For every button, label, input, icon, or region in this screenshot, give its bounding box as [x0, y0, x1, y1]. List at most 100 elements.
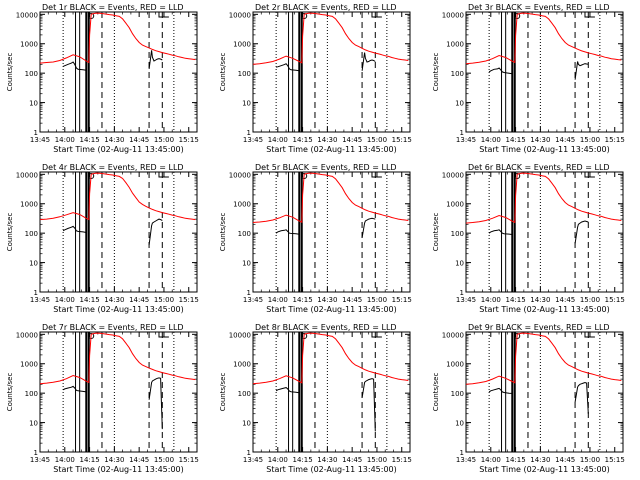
x-tick-label: 13:45	[243, 456, 263, 464]
x-tick-label: 14:45	[129, 136, 149, 144]
x-tick-label: 15:15	[605, 136, 625, 144]
plot-frame	[465, 171, 624, 293]
y-tick-label: 1000	[20, 361, 38, 369]
panel-det-7: Det 7r BLACK = Events, RED = LLD 1 10 100 10…	[6, 323, 199, 474]
x-tick-label: 15:15	[392, 296, 412, 304]
x-tick-label: 14:45	[342, 136, 362, 144]
panel-title: Det 3r BLACK = Events, RED = LLD	[468, 3, 610, 12]
x-tick-label: 15:15	[179, 296, 199, 304]
y-axis-label: Counts/sec	[219, 53, 227, 92]
y-tick-label: 1000	[233, 201, 251, 209]
series-lld-line	[465, 12, 622, 65]
x-tick-label: 13:45	[30, 456, 50, 464]
x-tick-label: 13:45	[243, 136, 263, 144]
y-tick-label: 1	[460, 129, 464, 137]
x-tick-label: 14:45	[342, 296, 362, 304]
y-tick-label: 10000	[229, 171, 251, 179]
y-tick-label: 10000	[229, 11, 251, 19]
y-tick-label: 10	[29, 100, 38, 108]
plot-frame	[39, 11, 198, 133]
y-tick-label: 100	[451, 70, 464, 78]
series-events-line	[275, 63, 300, 72]
y-tick-label: 1	[460, 289, 464, 297]
x-axis-label: Start Time (02-Aug-11 13:45:00)	[479, 465, 610, 474]
y-tick-label: 1	[247, 289, 251, 297]
y-tick-label: 10	[29, 420, 38, 428]
x-tick-label: 14:30	[530, 136, 550, 144]
series-events-line	[148, 50, 163, 69]
y-tick-label: 1	[34, 129, 38, 137]
panel-det-8: Det 8r BLACK = Events, RED = LLD 1 10 100 10…	[219, 323, 412, 474]
y-tick-label: 100	[238, 390, 251, 398]
panel-det-6: Det 6r BLACK = Events, RED = LLD 1 10 100 10…	[432, 163, 625, 314]
y-tick-label: 10000	[229, 331, 251, 339]
plot-frame	[252, 11, 411, 133]
series-events-line	[574, 220, 589, 244]
top-marker-step	[158, 12, 169, 18]
x-axis-label: Start Time (02-Aug-11 13:45:00)	[479, 305, 610, 314]
top-marker-step	[584, 332, 595, 338]
y-tick-label: 100	[25, 390, 38, 398]
x-tick-label: 15:15	[179, 456, 199, 464]
y-axis-label: Counts/sec	[6, 213, 14, 252]
y-tick-label: 10	[455, 100, 464, 108]
top-marker-step	[584, 172, 595, 178]
panel-title: Det 2r BLACK = Events, RED = LLD	[255, 3, 397, 12]
y-axis-label: Counts/sec	[432, 213, 440, 252]
x-axis-label: Start Time (02-Aug-11 13:45:00)	[266, 465, 397, 474]
series-events-line	[275, 229, 300, 235]
y-tick-label: 10000	[442, 171, 464, 179]
x-tick-label: 14:30	[317, 136, 337, 144]
panel-title: Det 7r BLACK = Events, RED = LLD	[42, 323, 184, 332]
y-tick-label: 10	[242, 420, 251, 428]
x-tick-label: 14:00	[268, 136, 288, 144]
x-tick-label: 14:30	[530, 296, 550, 304]
series-events-line	[148, 377, 163, 430]
plot-frame	[252, 331, 411, 453]
x-tick-label: 15:00	[580, 456, 600, 464]
x-tick-label: 13:45	[456, 136, 476, 144]
x-tick-label: 13:45	[243, 296, 263, 304]
y-tick-label: 1000	[446, 361, 464, 369]
x-tick-label: 15:00	[154, 296, 174, 304]
y-tick-label: 100	[451, 230, 464, 238]
panel-title: Det 4r BLACK = Events, RED = LLD	[42, 163, 184, 172]
x-tick-label: 13:45	[30, 296, 50, 304]
x-axis-label: Start Time (02-Aug-11 13:45:00)	[266, 145, 397, 154]
series-events-line	[361, 52, 376, 71]
x-tick-label: 14:30	[317, 296, 337, 304]
x-tick-label: 14:15	[292, 456, 312, 464]
y-tick-label: 100	[25, 70, 38, 78]
x-tick-label: 15:00	[580, 136, 600, 144]
x-tick-label: 14:45	[555, 136, 575, 144]
y-axis-label: Counts/sec	[432, 53, 440, 92]
x-tick-label: 14:45	[555, 296, 575, 304]
panel-det-9: Det 9r BLACK = Events, RED = LLD 1 10 100 10…	[432, 323, 625, 474]
plot-frame	[252, 171, 411, 293]
series-lld-line	[39, 332, 196, 385]
series-events-line	[62, 61, 87, 71]
y-tick-label: 10000	[442, 331, 464, 339]
y-tick-label: 100	[238, 230, 251, 238]
y-tick-label: 1	[247, 129, 251, 137]
x-tick-label: 14:30	[104, 136, 124, 144]
x-tick-label: 14:30	[317, 456, 337, 464]
y-axis-label: Counts/sec	[6, 373, 14, 412]
series-events-line	[574, 61, 589, 80]
x-tick-label: 14:00	[481, 296, 501, 304]
series-events-line	[488, 229, 513, 235]
x-tick-label: 15:15	[605, 456, 625, 464]
panels: Det 1r BLACK = Events, RED = LLD 1 10 100 10…	[6, 3, 625, 474]
x-tick-label: 15:15	[605, 296, 625, 304]
y-axis-label: Counts/sec	[432, 373, 440, 412]
y-tick-label: 1	[34, 449, 38, 457]
panel-det-4: Det 4r BLACK = Events, RED = LLD 1 10 100 10…	[6, 163, 199, 314]
x-tick-label: 14:45	[555, 456, 575, 464]
top-marker-step	[158, 172, 169, 178]
x-tick-label: 14:30	[104, 456, 124, 464]
y-tick-label: 10000	[16, 171, 38, 179]
series-events-line	[488, 67, 513, 75]
x-tick-label: 15:00	[580, 296, 600, 304]
plot-frame	[39, 171, 198, 293]
